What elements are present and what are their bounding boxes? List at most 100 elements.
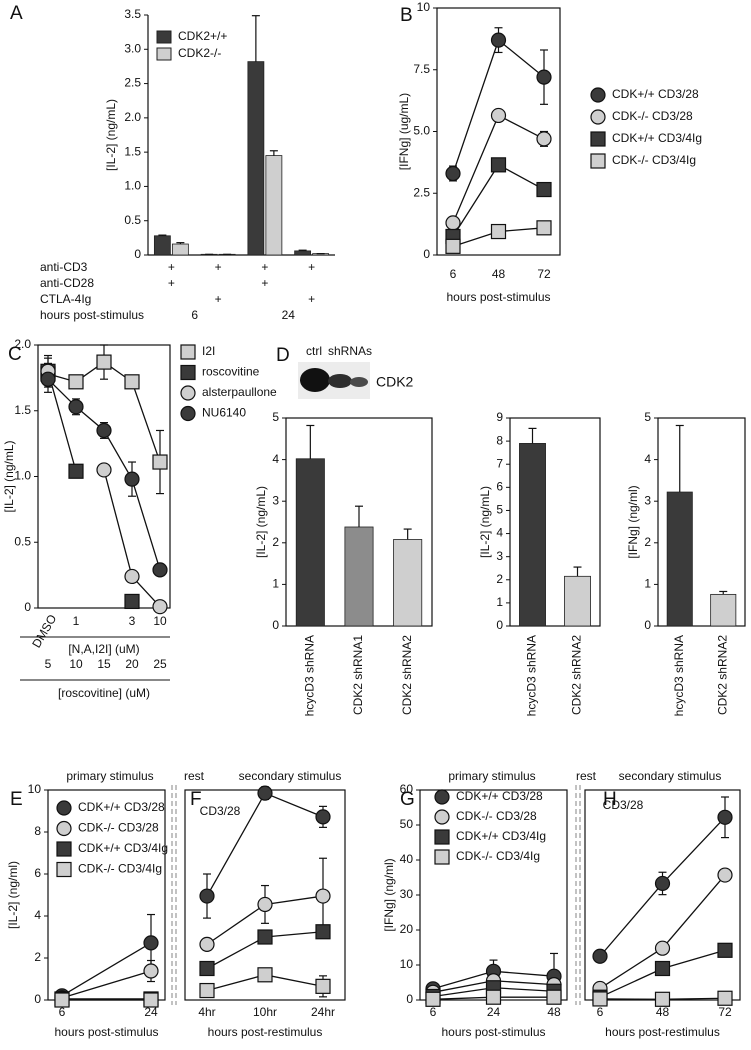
y-tick-label: 1.0 — [124, 179, 141, 193]
y-tick-label: 4 — [644, 452, 651, 466]
y-tick-label: 5 — [496, 503, 503, 517]
y-tick-label: 1.5 — [14, 403, 31, 417]
y-axis-label: [IFNg] (ng/ml) — [626, 485, 640, 558]
plot-frame — [509, 417, 601, 627]
data-point — [536, 220, 552, 236]
y-tick-label: 5 — [644, 410, 651, 424]
x-tick-label: 24 — [144, 1005, 158, 1019]
legend-marker — [56, 820, 72, 837]
data-point — [152, 599, 168, 615]
y-tick-label: 4 — [496, 526, 503, 540]
data-point — [315, 888, 331, 904]
x-tick-label: 6 — [597, 1005, 604, 1019]
bar — [153, 235, 171, 256]
data-point — [445, 215, 461, 231]
x-tick-label: DMSO — [29, 612, 59, 650]
legend-label: CDK+/+ CD3/4Ig — [456, 829, 546, 843]
data-point — [152, 454, 168, 470]
x-tick-label: CDK2 shRNA2 — [570, 635, 584, 715]
y-tick-label: 4 — [34, 908, 41, 922]
y-axis-label: [IFNg] (ug/mL) — [397, 93, 411, 170]
y-tick-label: 3 — [644, 493, 651, 507]
legend-label: CDK+/+ CD3/28 — [612, 87, 699, 101]
data-point — [536, 69, 552, 85]
legend-label: NU6140 — [202, 406, 246, 420]
data-point — [124, 374, 140, 390]
legend-marker — [590, 87, 606, 103]
data-point — [257, 929, 273, 945]
data-point — [68, 374, 84, 390]
x-tick-label: 72 — [537, 267, 551, 281]
blot-protein-label: CDK2 — [376, 374, 414, 390]
x-tick-label: 24hr — [311, 1005, 335, 1019]
bar — [564, 575, 591, 627]
data-point — [717, 867, 733, 883]
blot-band — [350, 377, 368, 387]
data-point — [124, 471, 140, 487]
series-line — [452, 39, 545, 174]
data-point — [490, 157, 507, 173]
legend-marker — [434, 829, 450, 845]
x-tick-label: 24 — [487, 1005, 501, 1019]
legend-marker — [590, 153, 606, 169]
condition-mark: + — [215, 260, 222, 274]
legend-marker — [180, 344, 196, 360]
y-tick-label: 9 — [496, 410, 503, 424]
legend-marker — [434, 789, 450, 805]
data-point — [199, 960, 215, 977]
x-tick-label: 72 — [718, 1005, 732, 1019]
condition-mark: + — [215, 292, 222, 306]
x-axis-label: [N,A,I2I] (uM) — [68, 642, 139, 656]
condition-mark: + — [308, 260, 315, 274]
data-point — [96, 354, 112, 370]
data-point — [592, 948, 608, 964]
y-axis-label: [IL-2] (ng/mL) — [2, 440, 16, 512]
data-point — [654, 875, 671, 892]
y-tick-label: 2.0 — [124, 110, 141, 124]
hours-value: 24 — [282, 308, 296, 322]
y-tick-label: 0 — [423, 247, 430, 261]
data-point — [199, 888, 215, 904]
annotation: primary stimulus — [66, 769, 153, 783]
data-point — [315, 924, 331, 940]
data-point — [485, 989, 502, 1005]
legend-marker — [434, 809, 450, 825]
data-point — [315, 809, 331, 825]
y-tick-label: 7 — [496, 456, 503, 470]
y-tick-label: 3.0 — [124, 41, 141, 55]
legend-label: CDK-/- CD3/4Ig — [612, 153, 696, 167]
x-tick-label: hcycD3 shRNA — [525, 635, 539, 716]
legend-label: alsterpaullone — [202, 385, 277, 399]
legend-label: CDK-/- CD3/28 — [612, 109, 693, 123]
bar — [344, 526, 374, 627]
gap-label: rest — [184, 769, 205, 783]
x-tick-label: 10 — [153, 614, 167, 628]
condition-mark: + — [168, 276, 175, 290]
y-tick-label: 6 — [496, 480, 503, 494]
y-tick-label: 60 — [400, 782, 414, 796]
y-axis-label: [IL-2] (ng/mL) — [478, 486, 492, 558]
bar — [265, 155, 283, 256]
legend-marker — [434, 849, 450, 865]
y-tick-label: 2 — [496, 572, 503, 586]
y-axis-label: [IL-2] (ng/mL) — [254, 486, 268, 558]
y-tick-label: 2.5 — [413, 185, 430, 199]
data-point — [96, 462, 112, 478]
x2-tick-label: 10 — [69, 657, 83, 671]
legend-label: CDK+/+ CD3/4Ig — [612, 131, 702, 145]
data-point — [257, 785, 273, 801]
series-line — [61, 942, 152, 997]
y-tick-label: 0.5 — [14, 534, 31, 548]
data-point — [257, 967, 273, 983]
y-tick-label: 20 — [400, 922, 414, 936]
panel-letter: E — [10, 789, 23, 810]
legend-marker — [180, 385, 196, 401]
x-tick-label: 10hr — [253, 1005, 277, 1019]
x-axis-label: hours post-restimulus — [208, 1025, 323, 1039]
data-point — [143, 992, 159, 1008]
panel-letter: C — [8, 344, 22, 365]
data-point — [425, 991, 441, 1007]
y-tick-label: 3.5 — [124, 7, 141, 21]
data-point — [68, 463, 84, 479]
